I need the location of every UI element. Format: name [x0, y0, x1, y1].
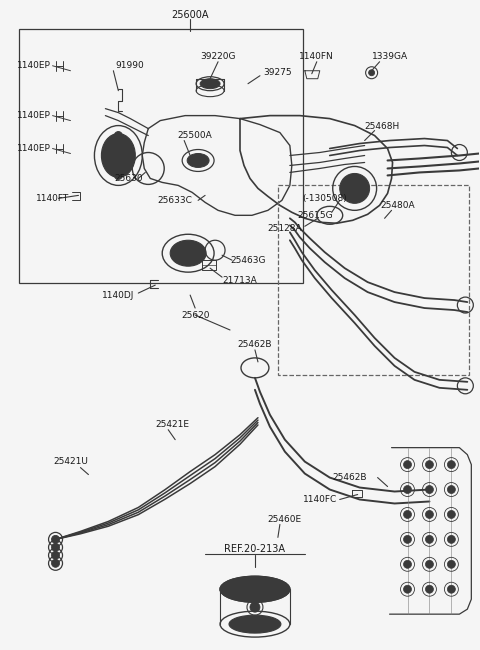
Circle shape: [447, 560, 456, 568]
Circle shape: [447, 536, 456, 543]
Circle shape: [425, 536, 433, 543]
Text: 25421U: 25421U: [53, 457, 88, 466]
Text: 39220G: 39220G: [200, 52, 236, 61]
Text: 25128A: 25128A: [267, 224, 302, 233]
Ellipse shape: [101, 133, 135, 177]
Circle shape: [114, 172, 122, 179]
Text: 1140DJ: 1140DJ: [102, 291, 134, 300]
Circle shape: [425, 585, 433, 593]
Circle shape: [404, 461, 411, 469]
Text: 25468H: 25468H: [364, 122, 399, 131]
Text: 1140FT: 1140FT: [36, 194, 69, 203]
Circle shape: [404, 510, 411, 519]
Ellipse shape: [170, 240, 206, 266]
Circle shape: [51, 559, 60, 567]
Circle shape: [425, 510, 433, 519]
Circle shape: [51, 536, 60, 543]
Text: 1140EP: 1140EP: [17, 144, 50, 153]
Text: 25500A: 25500A: [178, 131, 213, 140]
Circle shape: [447, 510, 456, 519]
Text: 25630: 25630: [114, 174, 143, 183]
Text: 25460E: 25460E: [268, 515, 302, 524]
Circle shape: [425, 461, 433, 469]
Circle shape: [404, 486, 411, 493]
Circle shape: [447, 461, 456, 469]
Text: 25462B: 25462B: [333, 473, 367, 482]
Text: 1339GA: 1339GA: [372, 52, 408, 61]
Text: 25421E: 25421E: [155, 420, 189, 429]
Circle shape: [114, 131, 122, 140]
Text: 1140FC: 1140FC: [303, 495, 337, 504]
Circle shape: [447, 585, 456, 593]
Text: 21713A: 21713A: [223, 276, 257, 285]
Circle shape: [404, 585, 411, 593]
Circle shape: [404, 536, 411, 543]
Circle shape: [250, 602, 260, 612]
Text: 25462B: 25462B: [238, 341, 272, 350]
Circle shape: [369, 70, 374, 75]
Text: 1140FN: 1140FN: [300, 52, 334, 61]
Ellipse shape: [229, 615, 281, 633]
Ellipse shape: [187, 153, 209, 168]
Circle shape: [425, 560, 433, 568]
Circle shape: [447, 486, 456, 493]
Bar: [19, 29, 303, 283]
Circle shape: [340, 174, 370, 203]
Bar: [278, 185, 469, 375]
Circle shape: [425, 486, 433, 493]
Text: 25615G: 25615G: [297, 211, 333, 220]
Ellipse shape: [200, 79, 220, 88]
Circle shape: [404, 560, 411, 568]
Ellipse shape: [220, 577, 290, 602]
Text: 25600A: 25600A: [171, 10, 209, 20]
Circle shape: [51, 543, 60, 551]
Text: 25463G: 25463G: [230, 255, 266, 265]
Text: 25633C: 25633C: [158, 196, 192, 205]
Text: 39275: 39275: [264, 68, 292, 77]
Text: 25480A: 25480A: [380, 201, 415, 210]
Text: 1140EP: 1140EP: [17, 111, 50, 120]
Text: 25620: 25620: [181, 311, 209, 320]
Text: REF.20-213A: REF.20-213A: [225, 544, 286, 554]
Text: 91990: 91990: [115, 61, 144, 70]
Circle shape: [51, 551, 60, 559]
Text: (-130508): (-130508): [302, 194, 347, 203]
Text: 1140EP: 1140EP: [17, 61, 50, 70]
